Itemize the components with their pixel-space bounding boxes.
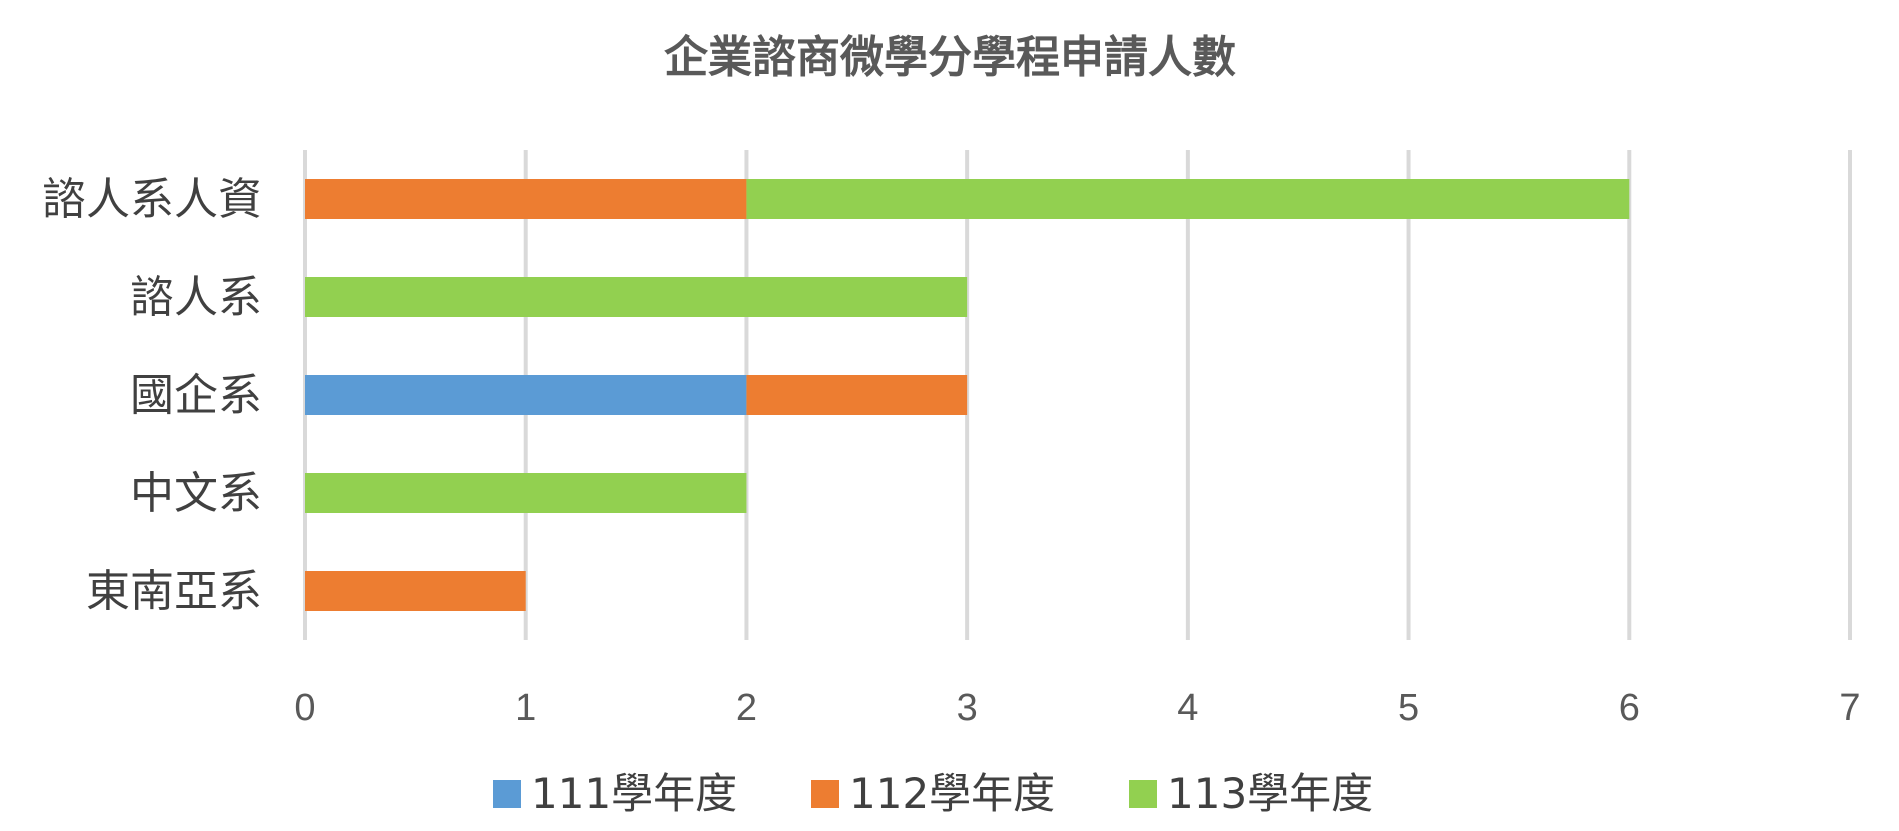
- bar-segment-series-3-cat-2: [305, 277, 968, 317]
- x-tick-label: 3: [957, 687, 978, 729]
- x-tick-label: 6: [1619, 687, 1640, 729]
- x-tick-label: 1: [515, 687, 536, 729]
- x-tick-label: 0: [294, 687, 315, 729]
- legend: 111學年度 112學年度 113學年度: [493, 769, 1373, 818]
- category-label: 諮人系: [130, 272, 262, 323]
- chart-title: 企業諮商微學分學程申請人數: [664, 32, 1236, 83]
- legend-label: 111學年度: [531, 769, 737, 818]
- category-label: 東南亞系: [86, 566, 262, 617]
- legend-swatch: [1129, 780, 1157, 808]
- bar-segment-series-2-cat-1: [305, 179, 747, 219]
- bar-segment-series-1-cat-3: [305, 375, 747, 415]
- category-label: 國企系: [130, 370, 262, 421]
- bars: [305, 179, 1630, 611]
- legend-label: 113學年度: [1167, 769, 1373, 818]
- bar-segment-series-3-cat-4: [305, 473, 747, 513]
- x-tick-label: 7: [1839, 687, 1860, 729]
- bar-segment-series-2-cat-3: [746, 375, 968, 415]
- legend-swatch: [811, 780, 839, 808]
- bar-segment-series-2-cat-5: [305, 571, 526, 611]
- bar-segment-series-3-cat-1: [746, 179, 1630, 219]
- x-tick-label: 5: [1398, 687, 1419, 729]
- x-tick-label: 2: [736, 687, 757, 729]
- x-tick-label: 4: [1177, 687, 1198, 729]
- legend-swatch: [493, 780, 521, 808]
- category-label: 中文系: [130, 468, 262, 519]
- category-label: 諮人系人資: [42, 174, 262, 225]
- x-axis-tick-labels: 0 1 2 3 4 5 6 7: [294, 687, 1860, 729]
- legend-label: 112學年度: [849, 769, 1055, 818]
